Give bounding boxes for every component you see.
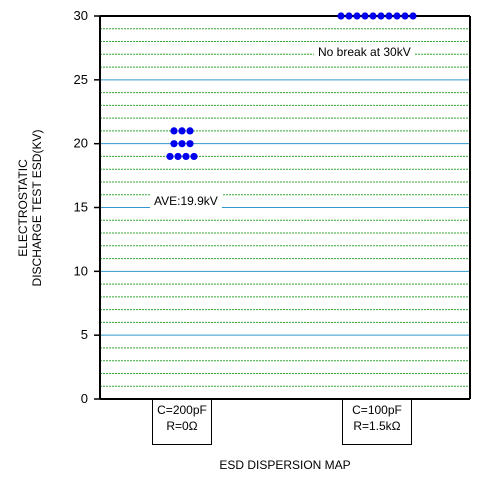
data-point — [361, 12, 369, 20]
data-point — [409, 12, 417, 20]
data-point — [170, 127, 178, 135]
y-tick-label: 0 — [81, 391, 88, 406]
y-tick-label: 25 — [74, 72, 88, 87]
category-2-line2: R=1.5kΩ — [353, 419, 401, 433]
y-axis-label: ELECTROSTATIC DISCHARGE TEST ESD(KV) — [0, 0, 60, 477]
y-tick-label: 10 — [74, 263, 88, 278]
data-point — [353, 12, 361, 20]
data-point — [345, 12, 353, 20]
data-point — [186, 140, 194, 148]
no-break-annotation: No break at 30kV — [314, 45, 415, 59]
y-tick-label: 30 — [74, 8, 88, 23]
data-point — [166, 152, 174, 161]
data-point — [174, 152, 182, 161]
data-point — [337, 12, 345, 20]
y-tick-label: 15 — [74, 200, 88, 215]
data-point — [377, 12, 385, 20]
category-box-2: C=100pF R=1.5kΩ — [342, 399, 412, 445]
x-axis-label: ESD DISPERSION MAP — [219, 458, 351, 472]
category-1-line2: R=0Ω — [166, 419, 198, 433]
y-tick-labels: 0 5 10 15 20 25 30 — [74, 8, 100, 406]
y-axis-label-line2: DISCHARGE TEST ESD(KV) — [30, 129, 44, 287]
data-points — [166, 12, 417, 161]
y-tick-label: 20 — [74, 136, 88, 151]
category-1-line1: C=200pF — [157, 403, 207, 417]
data-point — [178, 127, 186, 135]
data-point — [190, 152, 198, 161]
data-point — [182, 152, 190, 161]
data-point — [385, 12, 393, 20]
data-point — [186, 127, 194, 135]
category-box-1: C=200pF R=0Ω — [152, 399, 212, 445]
data-point — [170, 140, 178, 148]
data-point — [369, 12, 377, 20]
data-point — [178, 140, 186, 148]
data-point — [401, 12, 409, 20]
y-tick-label: 5 — [81, 327, 88, 342]
data-point — [393, 12, 401, 20]
average-annotation: AVE:19.9kV — [150, 194, 222, 208]
y-axis-label-line1: ELECTROSTATIC — [16, 159, 30, 257]
category-2-line1: C=100pF — [352, 403, 402, 417]
